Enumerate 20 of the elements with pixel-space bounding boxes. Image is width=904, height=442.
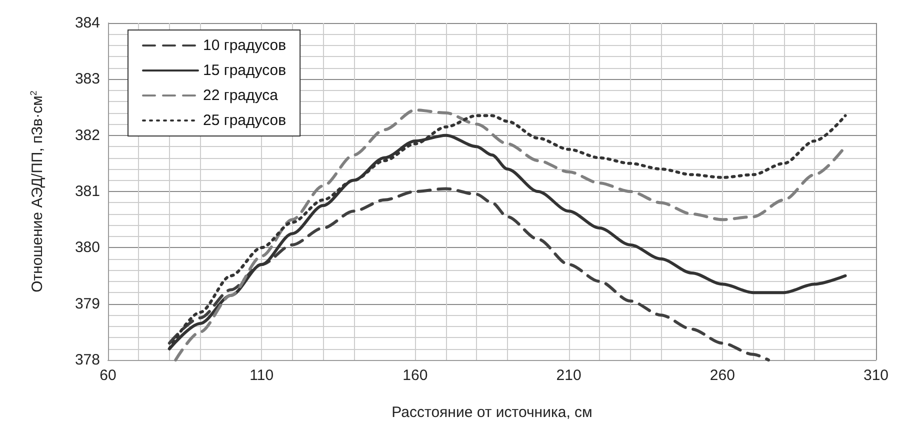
legend-label: 25 градусов xyxy=(203,112,286,129)
y-tick-label: 378 xyxy=(74,352,100,368)
x-axis-title: Расстояние от источника, см xyxy=(392,404,592,421)
legend-label: 15 градусов xyxy=(203,62,286,79)
y-tick-label: 381 xyxy=(74,183,100,200)
y-tick-label: 384 xyxy=(74,14,100,32)
x-tick-label: 60 xyxy=(100,367,116,384)
line-series xyxy=(168,187,770,362)
y-tick-label: 379 xyxy=(74,295,100,312)
x-tick-label: 210 xyxy=(556,367,582,384)
y-tick-label: 380 xyxy=(74,239,100,256)
legend-label: 22 градуса xyxy=(203,87,279,104)
y-tick-label: 382 xyxy=(74,126,100,144)
x-tick-label: 310 xyxy=(863,367,889,384)
x-tick-label: 160 xyxy=(402,367,428,384)
x-tick-label: 260 xyxy=(710,367,735,384)
y-tick-label: 383 xyxy=(74,70,100,88)
legend-label: 10 градусов xyxy=(203,37,286,54)
y-axis-title: Отношение АЭД/ПП, пЗв·см2 xyxy=(28,90,46,292)
x-tick-label: 110 xyxy=(250,367,274,384)
